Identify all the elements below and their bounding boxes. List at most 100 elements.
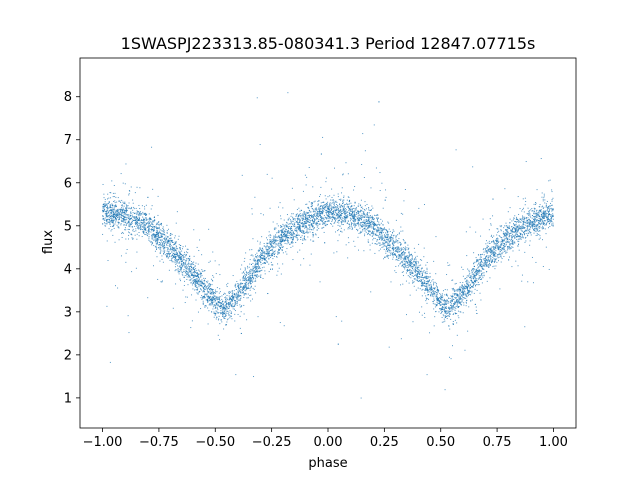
data-point <box>509 218 511 220</box>
data-point <box>262 249 264 251</box>
data-point <box>137 214 139 216</box>
data-point <box>544 220 546 222</box>
data-point <box>240 283 242 285</box>
data-point <box>337 193 339 195</box>
data-point <box>207 323 209 325</box>
data-point <box>432 284 434 286</box>
data-point <box>146 234 148 236</box>
data-point <box>335 209 337 211</box>
data-point <box>297 227 299 229</box>
data-point <box>403 260 405 262</box>
data-point <box>355 219 357 221</box>
data-point <box>343 209 345 211</box>
data-point <box>343 206 345 208</box>
data-point <box>123 212 125 214</box>
data-point <box>479 269 481 271</box>
data-point <box>204 305 206 307</box>
data-point <box>545 223 547 225</box>
data-point <box>273 255 275 257</box>
data-point <box>331 202 333 204</box>
data-point <box>252 238 254 240</box>
data-point <box>222 304 224 306</box>
data-point <box>112 219 114 221</box>
data-point <box>188 270 190 272</box>
data-point <box>478 269 480 271</box>
data-point <box>212 299 214 301</box>
data-point <box>418 270 420 272</box>
data-point <box>408 282 410 284</box>
data-point <box>185 251 187 253</box>
data-point <box>181 257 183 259</box>
data-point <box>164 250 166 252</box>
data-point <box>261 269 263 271</box>
data-point <box>308 214 310 216</box>
data-point <box>444 289 446 291</box>
data-point <box>156 241 158 243</box>
data-point <box>203 277 205 279</box>
data-point <box>239 291 241 293</box>
data-point <box>178 235 180 237</box>
data-point <box>187 252 189 254</box>
data-point <box>194 281 196 282</box>
data-point <box>546 224 547 226</box>
data-point <box>260 276 262 278</box>
data-point <box>379 231 381 233</box>
data-point <box>115 196 117 198</box>
data-point <box>253 277 255 279</box>
data-point <box>308 209 310 211</box>
data-point <box>463 286 465 288</box>
data-point <box>153 216 155 218</box>
data-point <box>479 276 481 278</box>
data-point <box>259 241 261 243</box>
data-point <box>361 213 363 215</box>
data-point <box>296 226 298 228</box>
data-point <box>224 318 226 320</box>
data-point <box>316 226 318 228</box>
data-point <box>405 259 407 261</box>
data-point <box>319 223 321 225</box>
data-point <box>445 306 447 308</box>
data-point <box>268 258 270 260</box>
data-point <box>386 256 388 258</box>
data-point <box>106 219 108 221</box>
data-point <box>313 214 315 216</box>
data-point <box>149 217 151 219</box>
data-point <box>310 224 312 226</box>
data-point <box>389 230 391 232</box>
data-point <box>382 240 384 242</box>
data-point <box>319 281 321 283</box>
data-point <box>148 229 150 231</box>
data-point <box>162 245 164 247</box>
data-point <box>317 200 319 202</box>
data-point <box>517 236 519 238</box>
data-point <box>236 296 238 298</box>
data-point <box>274 246 276 248</box>
data-point <box>180 267 182 269</box>
data-point <box>145 212 147 214</box>
data-point <box>433 325 435 327</box>
data-point <box>148 213 150 215</box>
data-point <box>542 222 544 224</box>
data-point <box>326 211 328 213</box>
data-point <box>296 237 298 239</box>
data-point <box>417 279 419 281</box>
data-point <box>307 228 309 230</box>
data-point <box>447 264 449 266</box>
data-point <box>103 219 105 221</box>
data-point <box>358 225 360 227</box>
data-point <box>357 211 359 213</box>
data-point <box>251 254 253 256</box>
data-point <box>156 223 158 225</box>
data-point <box>197 288 199 290</box>
data-point <box>504 237 506 239</box>
data-point <box>181 267 183 269</box>
data-point <box>142 222 144 224</box>
data-point <box>470 290 472 292</box>
data-point <box>364 227 366 229</box>
data-point <box>264 251 266 253</box>
data-point <box>506 240 508 242</box>
data-point <box>341 192 343 194</box>
data-point <box>282 235 284 237</box>
data-point <box>250 300 252 302</box>
data-point <box>134 234 136 236</box>
